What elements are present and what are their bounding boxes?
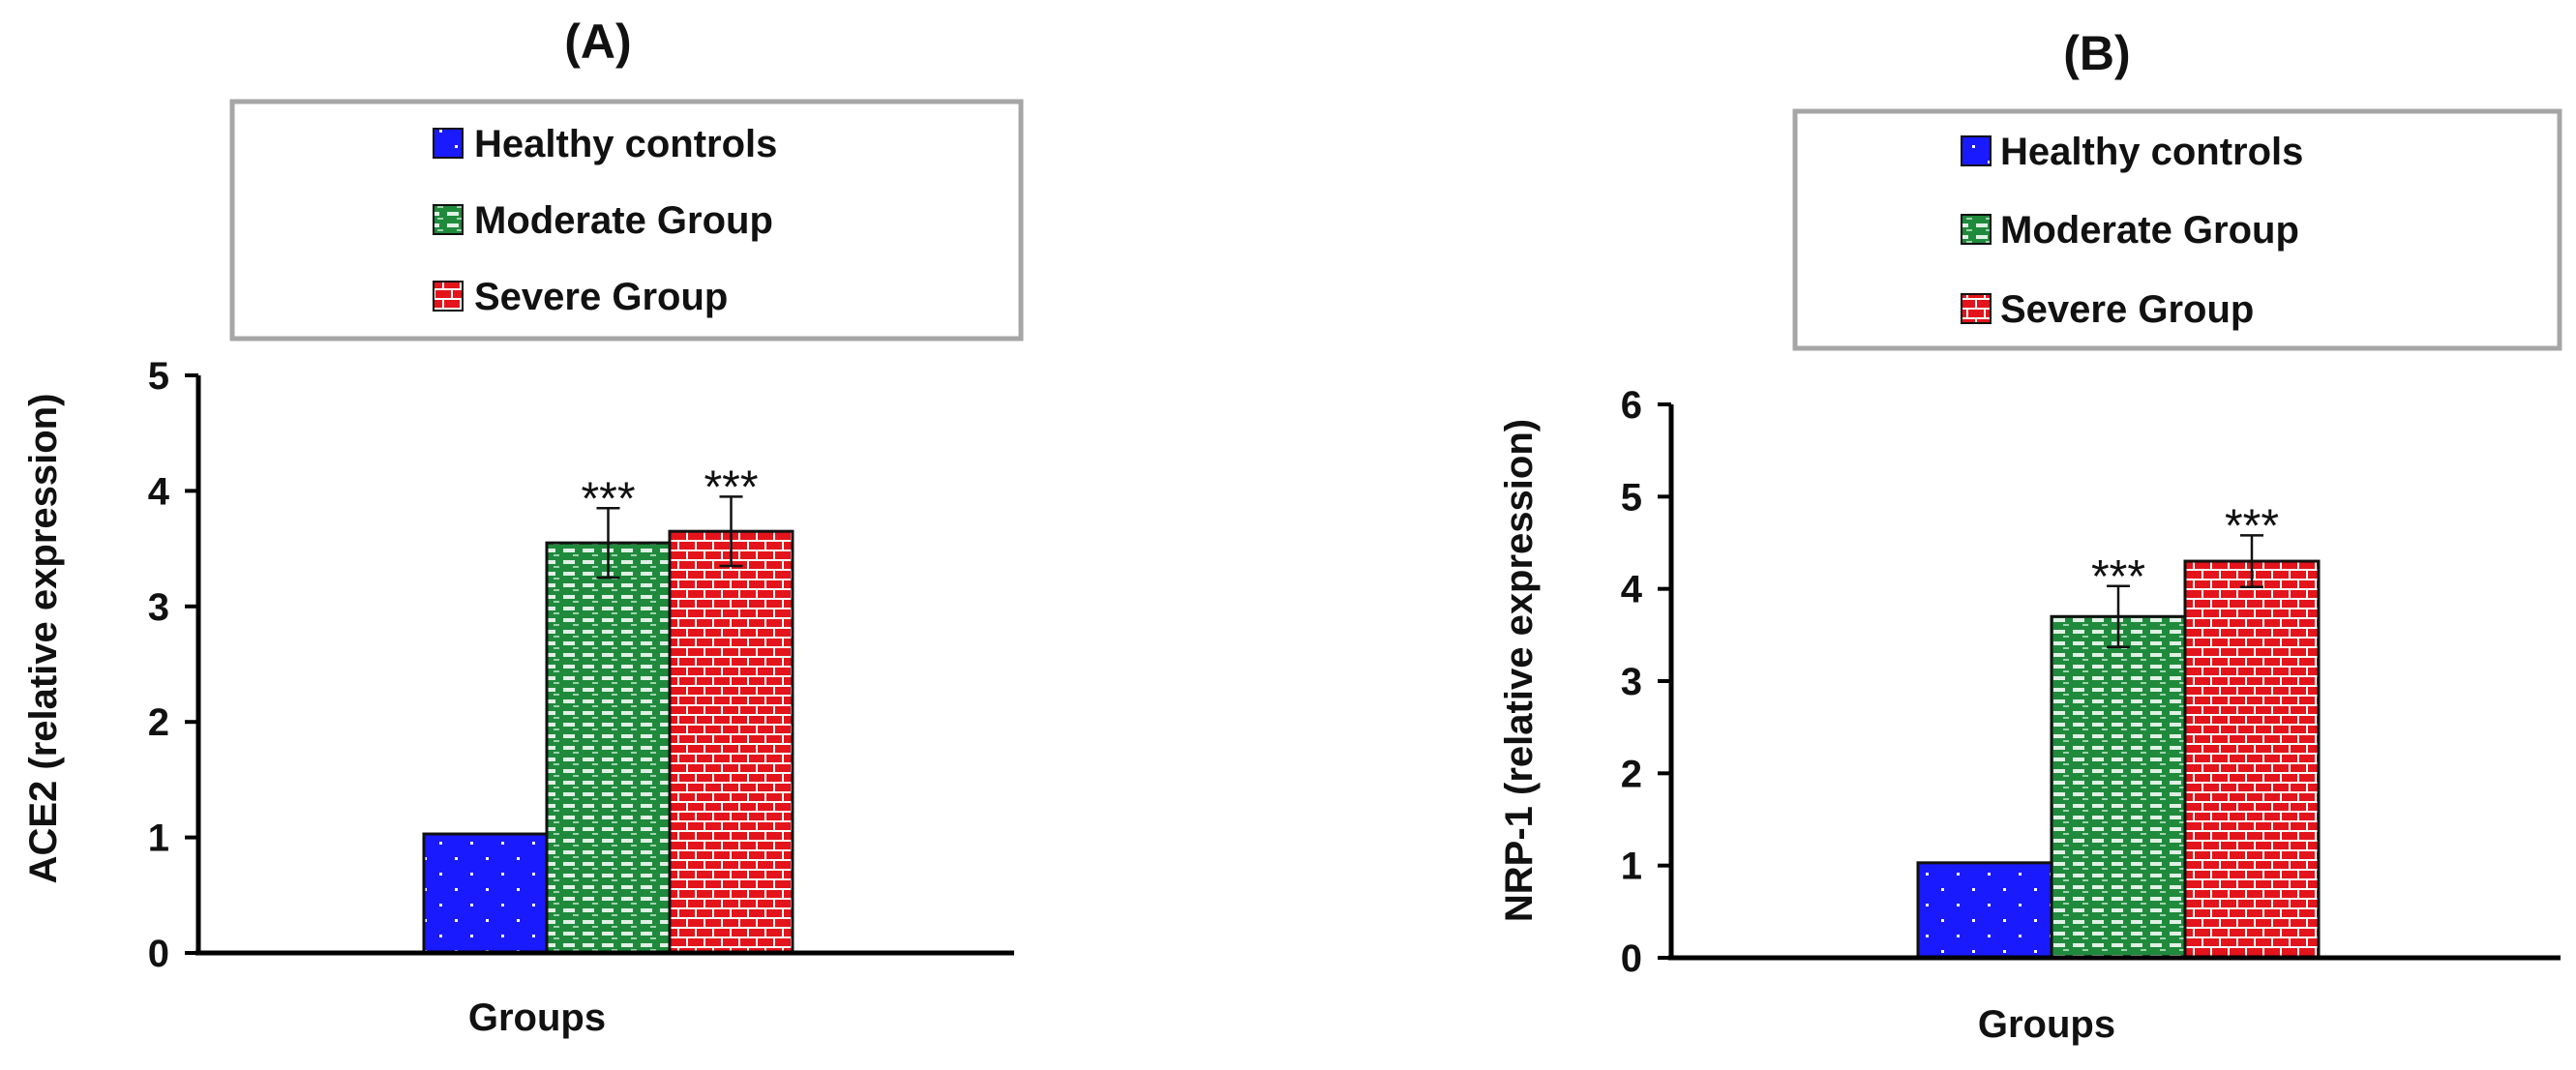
legend-label-healthy: Healthy controls [2000,131,2303,173]
panel-b-chart: (B) Healthy controls Moderate Group Seve… [1498,26,2562,1046]
panel-b-y-tick-label: 3 [1621,661,1642,703]
panel-b-y-axis-title: NRP-1 (relative expression) [1498,419,1541,922]
legend-swatch-healthy [1961,135,1992,166]
panel-a-significance-label-2: *** [704,461,758,513]
panel-b-y-tick-label: 4 [1621,569,1643,611]
panel-b-y-ticks: 0 1 2 3 4 5 6 [1621,384,1671,980]
legend-label-moderate: Moderate Group [474,199,773,242]
panel-a-y-axis-title: ACE2 (relative expression) [22,394,65,884]
panel-b-legend-box [1792,108,2562,351]
panel-b-title: (B) [2063,26,2130,80]
legend-swatch-severe [433,281,464,312]
legend-swatch-moderate [433,204,464,235]
panel-a-y-ticks: 0 1 2 3 4 5 [148,355,198,975]
panel-a-title: (A) [564,15,631,69]
panel-a-chart: (A) Healthy controls Moderate Group Seve… [22,15,1024,1039]
panel-b-y-tick-label: 1 [1621,846,1642,888]
legend-label-moderate: Moderate Group [2000,209,2299,252]
legend-label-severe: Severe Group [474,276,728,318]
panel-a-y-tick-label: 1 [148,817,169,860]
panel-b-y-tick-label: 2 [1621,753,1642,795]
panel-b-y-tick-label: 5 [1621,476,1642,519]
panel-a-bars: *** *** [422,461,794,955]
panel-b-bar-1 [2050,614,2187,960]
legend-label-healthy: Healthy controls [474,123,777,165]
legend-swatch-moderate [1961,214,1992,245]
panel-b-bar-0 [1916,861,2053,960]
panel-a-bar-0 [422,832,549,955]
panel-b-legend: Healthy controls Moderate Group Severe G… [1961,131,2303,331]
panel-a-legend: Healthy controls Moderate Group Severe G… [433,123,777,318]
panel-b-significance-label-1: *** [2091,551,2145,603]
panel-b-significance-label-2: *** [2225,500,2279,551]
panel-a-y-tick-label: 0 [148,933,169,975]
panel-b-bar-2 [2183,559,2321,960]
panel-a-y-tick-label: 2 [148,701,169,744]
panel-a-y-tick-label: 3 [148,586,169,629]
panel-b-y-tick-label: 0 [1621,937,1642,980]
panel-b-x-axis-title: Groups [1978,1003,2115,1046]
legend-swatch-severe [1961,293,1992,324]
panel-a-bar-2 [668,529,794,955]
panel-a-legend-box [229,99,1024,342]
panel-b-bars: *** *** [1916,500,2321,960]
panel-a-significance-label-1: *** [581,473,635,524]
panel-a-bar-1 [545,541,672,955]
panel-b-y-tick-label: 6 [1621,384,1642,427]
legend-swatch-healthy [433,128,464,159]
legend-label-severe: Severe Group [2000,288,2254,331]
panel-a-x-axis-title: Groups [468,996,606,1039]
panel-a-y-tick-label: 4 [148,470,170,513]
panel-a-y-tick-label: 5 [148,355,169,398]
